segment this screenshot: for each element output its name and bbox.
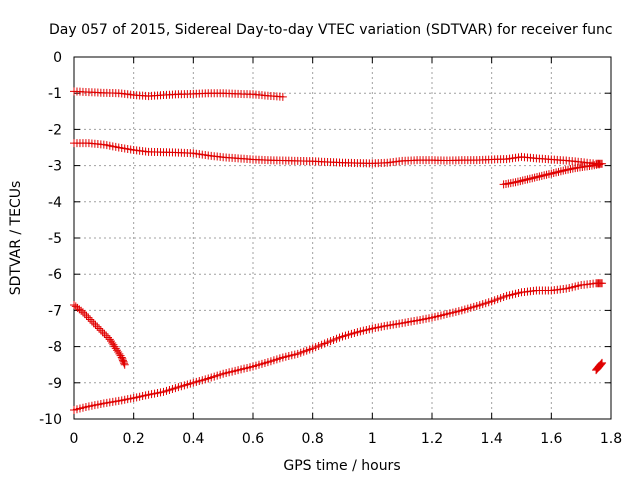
y-tick-label: -9	[48, 376, 62, 392]
y-tick-label: -10	[39, 412, 62, 428]
series-track-e	[70, 279, 607, 414]
data-point	[77, 306, 86, 315]
data-point	[116, 351, 125, 360]
x-axis-label: GPS time / hours	[283, 458, 400, 474]
x-tick-label: 1.6	[540, 431, 562, 447]
y-tick-label: -8	[48, 340, 62, 356]
data-point	[102, 331, 111, 340]
x-tick-label: 0.2	[123, 431, 145, 447]
series-track-f	[592, 358, 607, 375]
data-markers	[70, 87, 607, 414]
y-tick-label: -7	[48, 303, 62, 319]
y-tick-label: -4	[48, 195, 62, 211]
series-track-c	[499, 160, 604, 189]
series-track-d	[70, 300, 129, 369]
y-tick-label: 0	[53, 50, 62, 66]
data-point	[120, 360, 129, 369]
x-tick-label: 1.8	[600, 431, 622, 447]
data-point	[96, 326, 105, 335]
data-point	[598, 279, 607, 288]
y-axis: 0 -1 -2 -3 -4 -5 -6 -7 -8 -9 -10	[39, 50, 611, 428]
data-point	[93, 322, 102, 331]
data-point	[278, 92, 287, 101]
x-tick-label: 0.6	[242, 431, 264, 447]
y-tick-label: -5	[48, 231, 62, 247]
data-point	[595, 160, 604, 169]
x-axis: 0 0.2 0.4 0.6 0.8 1 1.2 1.4 1.6 1.8	[70, 57, 622, 447]
x-tick-label: 1	[368, 431, 377, 447]
data-point	[98, 328, 107, 337]
y-tick-label: -6	[48, 267, 62, 283]
series-track-a	[70, 87, 287, 101]
x-tick-label: 0	[70, 431, 79, 447]
x-tick-label: 1.4	[481, 431, 503, 447]
y-tick-label: -2	[48, 122, 62, 138]
chart-title: Day 057 of 2015, Sidereal Day-to-day VTE…	[49, 22, 613, 38]
grid-lines	[74, 57, 611, 419]
data-point	[120, 359, 129, 368]
data-point	[78, 308, 87, 317]
data-point	[86, 315, 95, 324]
data-point	[84, 313, 93, 322]
data-point	[80, 310, 89, 319]
data-point	[82, 311, 91, 320]
data-point	[597, 359, 606, 368]
data-point	[91, 320, 100, 329]
y-tick-label: -3	[48, 159, 62, 175]
x-tick-label: 0.4	[182, 431, 204, 447]
data-point	[87, 317, 96, 326]
data-point	[598, 358, 607, 367]
data-point	[95, 324, 104, 333]
y-tick-label: -1	[48, 86, 62, 102]
data-point	[100, 329, 109, 338]
x-tick-label: 1.2	[421, 431, 443, 447]
x-tick-label: 0.8	[302, 431, 324, 447]
data-point	[89, 319, 98, 328]
data-point	[596, 360, 605, 369]
y-axis-label: SDTVAR / TECUs	[8, 181, 24, 296]
series-track-b	[70, 139, 607, 168]
